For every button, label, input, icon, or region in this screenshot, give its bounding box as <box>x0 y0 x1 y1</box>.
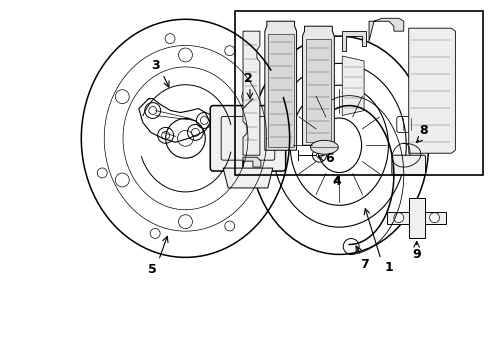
Polygon shape <box>342 56 364 116</box>
FancyBboxPatch shape <box>392 155 426 175</box>
Text: 6: 6 <box>325 152 334 165</box>
Polygon shape <box>409 28 455 153</box>
Polygon shape <box>302 26 334 145</box>
Polygon shape <box>268 34 294 147</box>
Text: 5: 5 <box>148 263 157 276</box>
Text: 1: 1 <box>385 261 393 274</box>
Polygon shape <box>265 21 296 150</box>
Text: 7: 7 <box>360 258 368 271</box>
Circle shape <box>150 229 160 238</box>
Text: 8: 8 <box>419 124 428 137</box>
FancyBboxPatch shape <box>210 105 286 171</box>
Bar <box>387 212 446 224</box>
Polygon shape <box>342 31 366 51</box>
Polygon shape <box>223 168 273 188</box>
Bar <box>235 11 483 175</box>
Ellipse shape <box>311 140 338 154</box>
Text: 3: 3 <box>151 59 160 72</box>
Circle shape <box>225 221 235 231</box>
Text: 2: 2 <box>244 72 252 85</box>
Polygon shape <box>243 157 261 167</box>
Text: 9: 9 <box>413 248 421 261</box>
Circle shape <box>165 34 175 44</box>
Polygon shape <box>306 39 331 142</box>
Circle shape <box>394 213 404 223</box>
Circle shape <box>98 168 107 178</box>
Polygon shape <box>369 18 404 41</box>
Bar <box>409 198 425 238</box>
Circle shape <box>430 213 440 223</box>
Polygon shape <box>243 31 260 155</box>
Circle shape <box>225 46 235 56</box>
Text: 4: 4 <box>333 175 342 189</box>
